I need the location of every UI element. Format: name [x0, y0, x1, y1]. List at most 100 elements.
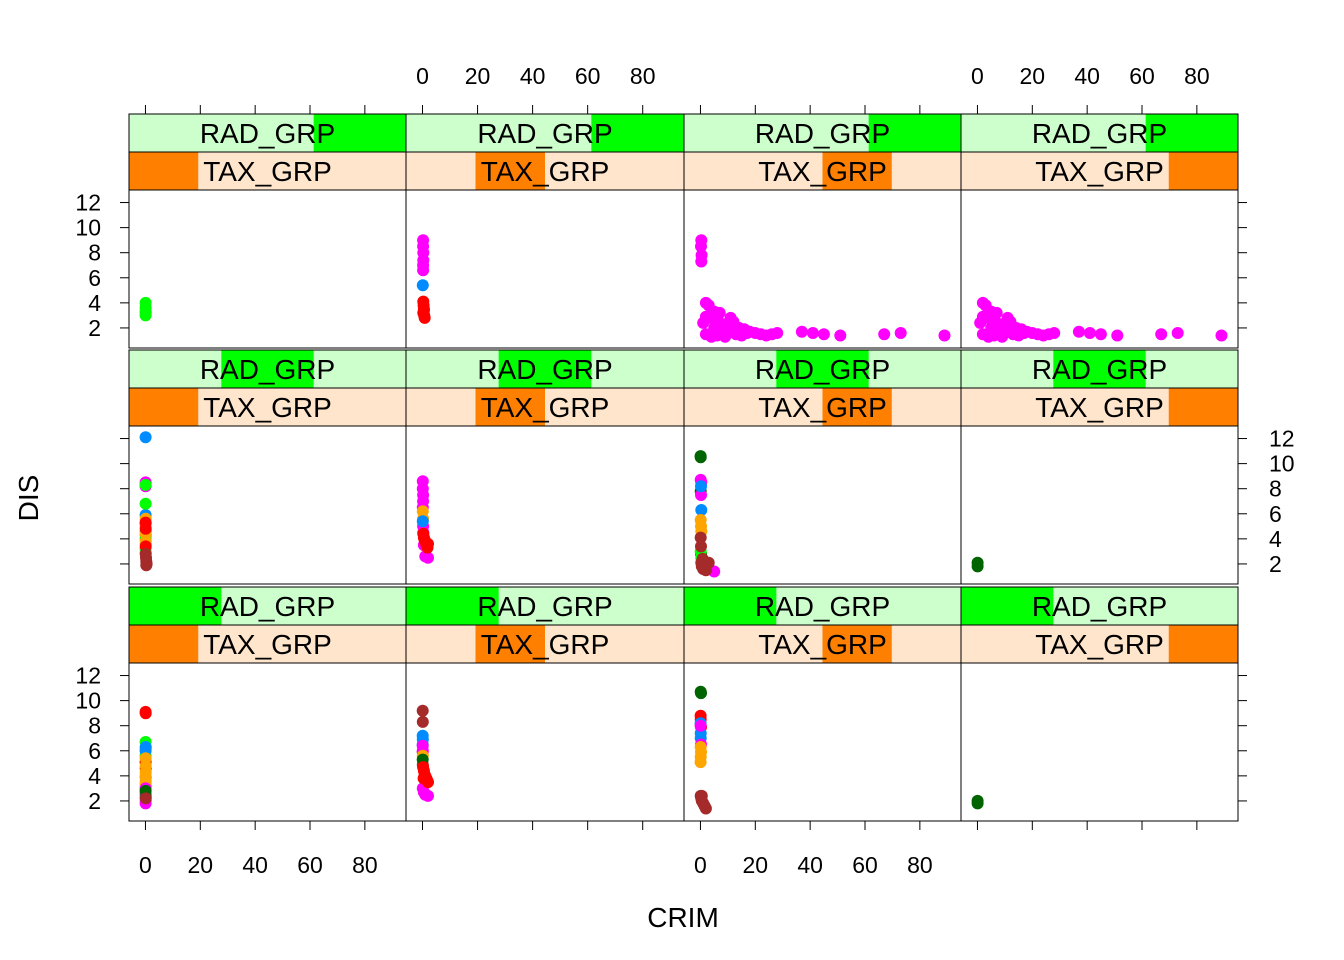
tax-strip-level-r0c3	[1168, 152, 1238, 190]
panel-frame-r1c2	[683, 425, 962, 585]
y-tick-label-left-r0-3: 8	[88, 240, 101, 266]
data-point-r2c3-s0-p1	[971, 797, 984, 810]
x-tick-label-top-c3-1: 20	[1020, 63, 1046, 89]
data-point-r0c3-s0-p27	[1048, 327, 1061, 339]
data-point-r0c2-s0-p31	[771, 327, 784, 339]
rad-strip-level-r1c3	[1053, 350, 1146, 388]
rad-strip-level-r2c2	[684, 587, 777, 625]
data-point-r0c2-s0-p35	[834, 329, 847, 342]
x-tick-label-bottom-c0-0: 0	[139, 852, 152, 878]
x-tick-label-bottom-c2-2: 40	[797, 852, 823, 878]
x-tick-label-top-c1-3: 60	[575, 63, 601, 89]
rad-strip-level-r2c3	[961, 587, 1054, 625]
x-tick-label-top-c1-4: 80	[630, 63, 656, 89]
data-point-r1c2-s5-p7	[696, 552, 709, 565]
data-point-r2c2-s0-p1	[695, 687, 707, 700]
x-tick-label-bottom-c2-1: 20	[743, 852, 769, 878]
rad-strip-level-r0c2	[868, 114, 961, 152]
data-point-r0c3-s0-p23	[996, 330, 1009, 343]
x-tick-label-bottom-c2-0: 0	[694, 852, 707, 878]
data-point-r1c0-s2-p0	[139, 478, 152, 491]
y-tick-label-left-r2-2: 6	[88, 738, 101, 764]
x-tick-label-bottom-c0-3: 60	[297, 852, 323, 878]
panel-frame-r2c1	[405, 662, 685, 822]
data-point-r0c2-s0-p33	[806, 327, 819, 339]
data-point-r1c2-s1-p2	[695, 489, 707, 501]
y-tick-label-right-r1-2: 6	[1269, 501, 1282, 527]
data-point-r2c1-s0-p1	[416, 715, 429, 728]
rad-strip-label-r0c3: RAD_GRP	[1032, 118, 1167, 149]
rad-strip-label-r1c2: RAD_GRP	[755, 354, 890, 385]
x-axis-title: CRIM	[647, 902, 719, 933]
y-tick-label-left-r2-5: 12	[75, 663, 101, 689]
y-tick-label-left-r0-5: 12	[75, 190, 101, 216]
data-point-r0c2-s0-p23	[741, 327, 754, 339]
tax-strip-level-r0c1	[475, 152, 545, 190]
rad-strip-level-r0c0	[313, 114, 406, 152]
data-point-r1c1-s0-p9	[422, 551, 434, 564]
y-tick-label-left-r0-0: 2	[88, 315, 101, 341]
data-point-r1c2-s5-p0	[694, 531, 707, 544]
tax-strip-level-r2c2	[822, 625, 892, 663]
tax-strip-label-r1c1: TAX_GRP	[481, 392, 610, 423]
x-tick-label-bottom-c0-2: 40	[242, 852, 268, 878]
tax-strip-label-r1c3: TAX_GRP	[1035, 392, 1164, 423]
panel-frame-r1c0	[128, 425, 407, 585]
data-point-r0c2-s0-p36	[878, 328, 891, 341]
data-point-r0c3-s0-p38	[1001, 311, 1014, 324]
data-point-r2c2-s5-p5	[699, 802, 712, 815]
y-tick-label-left-r2-3: 8	[88, 713, 101, 739]
y-tick-label-left-r0-1: 4	[88, 290, 101, 316]
data-point-r0c3-s0-p31	[1111, 329, 1124, 342]
tax-strip-label-r1c2: TAX_GRP	[758, 392, 887, 423]
data-point-r0c2-s0-p32	[795, 325, 808, 338]
y-tick-label-left-r0-2: 6	[88, 265, 101, 291]
panel-frame-r1c3	[960, 425, 1239, 585]
panel-frame-r0c1	[405, 189, 685, 349]
data-point-r0c2-s0-p41	[713, 306, 726, 319]
rad-strip-level-r2c0	[129, 587, 222, 625]
tax-strip-label-r0c0: TAX_GRP	[203, 156, 332, 187]
tax-strip-level-r0c2	[822, 152, 892, 190]
data-point-r0c2-s0-p37	[894, 327, 907, 339]
data-point-r0c2-s0-p34	[817, 328, 830, 341]
tax-strip-label-r0c1: TAX_GRP	[481, 156, 610, 187]
y-axis-title: DIS	[13, 475, 44, 522]
rad-strip-label-r0c0: RAD_GRP	[200, 118, 335, 149]
y-tick-label-right-r1-0: 2	[1269, 551, 1282, 577]
data-point-r2c1-s0-p0	[416, 704, 429, 717]
y-tick-label-right-r1-3: 8	[1269, 476, 1282, 502]
panel-frame-r0c0	[128, 189, 407, 349]
tax-strip-level-r1c1	[475, 388, 545, 426]
data-point-r0c2-s0-p40	[699, 310, 712, 323]
panel-frame-r0c3	[960, 189, 1239, 349]
tax-strip-level-r1c3	[1168, 388, 1238, 426]
x-tick-label-top-c3-0: 0	[971, 63, 984, 89]
tax-strip-level-r2c1	[475, 625, 545, 663]
tax-strip-level-r1c0	[129, 388, 199, 426]
data-point-r1c1-s3-p6	[422, 537, 434, 550]
rad-strip-label-r2c1: RAD_GRP	[477, 591, 612, 622]
tax-strip-label-r1c0: TAX_GRP	[203, 392, 332, 423]
data-point-r0c3-s0-p19	[1018, 327, 1031, 339]
rad-strip-label-r2c3: RAD_GRP	[1032, 591, 1167, 622]
x-tick-label-top-c3-3: 60	[1129, 63, 1155, 89]
data-point-r0c0-s0-p4	[139, 306, 152, 319]
data-point-r0c2-s0-p27	[719, 330, 732, 343]
y-tick-label-right-r1-4: 10	[1269, 451, 1295, 477]
data-point-r0c3-s0-p28	[1072, 325, 1085, 338]
data-point-r0c3-s0-p30	[1094, 328, 1107, 341]
data-point-r2c0-s0-p1	[139, 707, 152, 720]
x-tick-label-top-c3-2: 40	[1074, 63, 1100, 89]
rad-strip-level-r0c3	[1145, 114, 1238, 152]
tax-strip-level-r2c3	[1168, 625, 1238, 663]
panel-layer: RAD_GRP TAX_GRP RAD_GRP TAX_GRP RAD_GRP TAX_G…	[128, 113, 1239, 822]
rad-strip-level-r0c1	[591, 114, 684, 152]
y-tick-label-left-r0-4: 10	[75, 215, 101, 241]
y-tick-label-left-r2-4: 10	[75, 688, 101, 714]
panel-frame-r1c1	[405, 425, 685, 585]
tax-strip-label-r2c2: TAX_GRP	[758, 629, 887, 660]
tax-strip-level-r0c0	[129, 152, 199, 190]
x-tick-label-top-c1-0: 0	[416, 63, 429, 89]
